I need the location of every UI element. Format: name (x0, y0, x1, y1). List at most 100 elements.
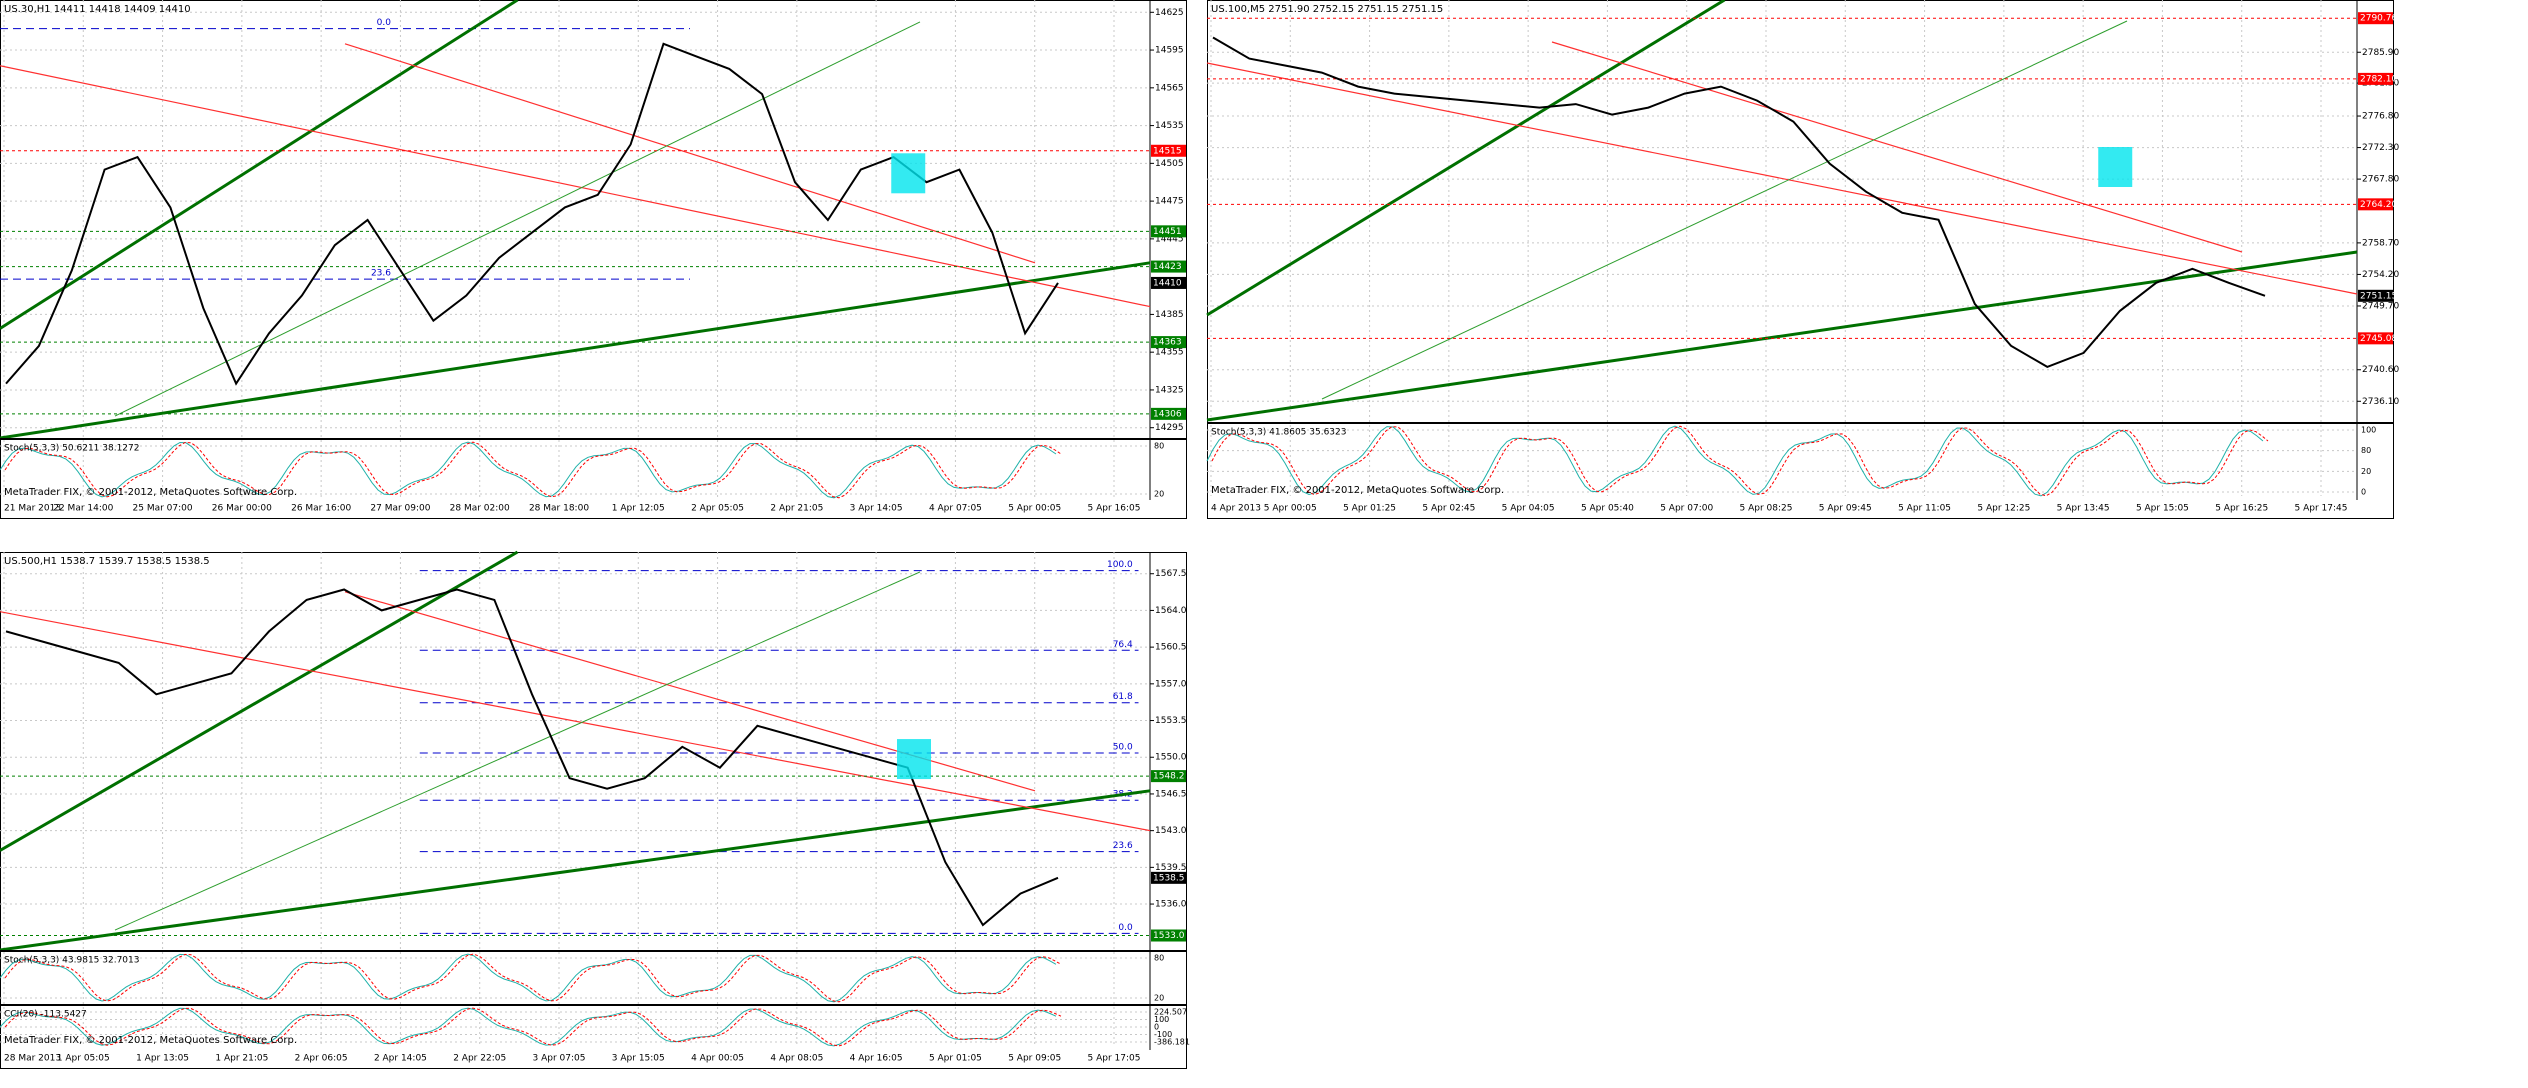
time-label: 27 Mar 09:00 (370, 504, 430, 514)
indicator-level-label: 80 (1154, 442, 1164, 451)
time-label: 2 Apr 14:05 (374, 1054, 427, 1064)
level-tag (1151, 336, 1186, 349)
highlight (891, 153, 926, 194)
time-label: 2 Apr 21:05 (770, 504, 823, 514)
price-label: 14355 (1155, 348, 1184, 358)
level-label: 14451 (1153, 227, 1182, 237)
trend-line (0, 65, 1151, 308)
level-tag (1151, 225, 1186, 238)
price-label: 1546.5 (1155, 789, 1187, 799)
time-label: 26 Mar 16:00 (291, 504, 351, 514)
oscillator-signal (4, 441, 1062, 499)
indicator-level-label: 0 (2361, 488, 2366, 497)
oscillator-signal (4, 953, 1062, 1003)
trend-line (114, 571, 921, 931)
level-tag (1151, 770, 1186, 783)
indicator-label: CCI(20) -113.5427 (4, 1010, 87, 1020)
indicator-label: Stoch(5,3,3) 43.9815 32.7013 (4, 956, 139, 966)
trend-line (0, 261, 1151, 440)
indicator-level-label: 20 (1154, 994, 1164, 1003)
time-label: 2 Apr 06:05 (295, 1054, 348, 1064)
price-label: 2767.80 (2362, 175, 2399, 185)
fib-label: 76.4 (1113, 640, 1133, 650)
time-label: 5 Apr 00:05 (1008, 504, 1061, 514)
price-label: 1557.0 (1155, 679, 1187, 689)
trend-line (114, 21, 921, 417)
trend-line (344, 43, 1036, 264)
copyright: MetaTrader FIX, © 2001-2012, MetaQuotes … (4, 1035, 297, 1046)
level-tag (1151, 871, 1186, 884)
price-label: 1536.0 (1155, 900, 1187, 910)
price-label: 2772.30 (2362, 143, 2399, 153)
price-label: 14565 (1155, 83, 1184, 93)
price-label: 2785.90 (2362, 48, 2399, 58)
level-tag (2358, 72, 2393, 85)
level-label: 14363 (1153, 338, 1182, 348)
fib-label: 23.6 (371, 269, 391, 279)
trend-line (0, 0, 519, 330)
time-label: 2 Apr 22:05 (453, 1054, 506, 1064)
time-label: 5 Apr 07:00 (1660, 504, 1713, 514)
trend-line (1206, 62, 2358, 295)
time-label: 21 Mar 2013 (4, 504, 61, 514)
time-label: 5 Apr 09:45 (1819, 504, 1872, 514)
time-label: 1 Apr 12:05 (612, 504, 665, 514)
price-label: 14385 (1155, 310, 1184, 320)
time-label: 22 Mar 14:00 (53, 504, 113, 514)
trend-line (0, 611, 1151, 832)
time-label: 5 Apr 16:25 (2215, 504, 2268, 514)
level-label: 1533.0 (1153, 931, 1185, 941)
level-label: 1548.2 (1153, 772, 1185, 782)
fib-label: 61.8 (1113, 692, 1133, 702)
price-label: 2736.10 (2362, 397, 2399, 407)
price-label: 1560.5 (1155, 643, 1187, 653)
time-label: 26 Mar 00:00 (212, 504, 272, 514)
time-label: 1 Apr 21:05 (215, 1054, 268, 1064)
level-tag (1151, 407, 1186, 420)
price-label: 14325 (1155, 385, 1184, 395)
time-label: 5 Apr 17:45 (2295, 504, 2348, 514)
time-label: 3 Apr 15:05 (612, 1054, 665, 1064)
price-label: 2758.70 (2362, 238, 2399, 248)
price-label: 1543.0 (1155, 826, 1187, 836)
oscillator-main (0, 953, 1057, 1003)
time-label: 3 Apr 07:05 (533, 1054, 586, 1064)
chart-frame (0, 552, 1187, 1069)
price-label: 2754.20 (2362, 270, 2399, 280)
price-line (5, 42, 1059, 386)
fib-label: 0.0 (377, 18, 392, 28)
price-label: 14535 (1155, 121, 1184, 131)
level-label: 2745.08 (2360, 334, 2397, 344)
price-label: 2740.60 (2362, 365, 2399, 375)
trend-line (0, 789, 1151, 952)
level-tag (2358, 198, 2393, 211)
level-tag (1151, 276, 1186, 289)
level-label: 2782.10 (2360, 74, 2397, 84)
price-label: 14625 (1155, 8, 1184, 18)
time-label: 5 Apr 15:05 (2136, 504, 2189, 514)
time-label: 4 Apr 16:05 (850, 1054, 903, 1064)
level-label: 2751.15 (2360, 291, 2397, 301)
time-label: 3 Apr 14:05 (850, 504, 903, 514)
time-label: 5 Apr 01:05 (929, 1054, 982, 1064)
copyright: MetaTrader FIX, © 2001-2012, MetaQuotes … (4, 487, 297, 498)
price-label: 1553.5 (1155, 716, 1187, 726)
oscillator-main (1206, 425, 2264, 497)
time-label: 5 Apr 13:45 (2057, 504, 2110, 514)
time-label: 5 Apr 11:05 (1898, 504, 1951, 514)
price-label: 2776.80 (2362, 112, 2399, 122)
time-label: 5 Apr 00:05 (1264, 504, 1317, 514)
indicator-level-label: 80 (2361, 446, 2371, 455)
indicator-level-label: 100 (1154, 1015, 1169, 1024)
time-label: 25 Mar 07:00 (133, 504, 193, 514)
time-label: 1 Apr 13:05 (136, 1054, 189, 1064)
highlight (897, 739, 931, 780)
time-label: 4 Apr 07:05 (929, 504, 982, 514)
fib-label: 23.6 (1113, 841, 1133, 851)
indicator-level-label: -386.181 (1154, 1038, 1190, 1047)
level-tag (1151, 260, 1186, 273)
time-label: 5 Apr 01:25 (1343, 504, 1396, 514)
price-label: 14475 (1155, 197, 1184, 207)
